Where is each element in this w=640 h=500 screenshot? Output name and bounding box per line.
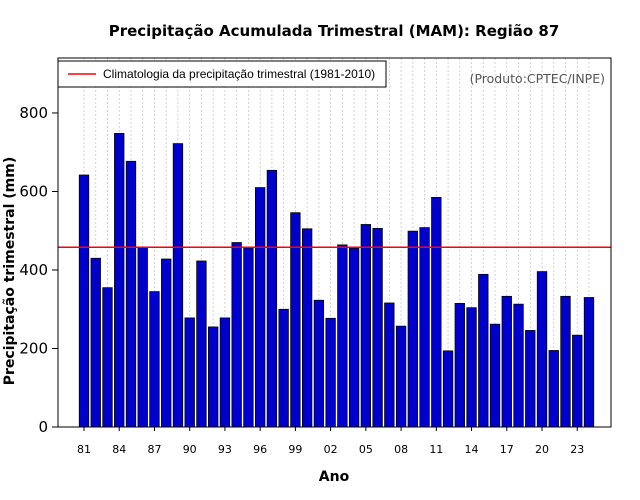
- y-tick-label: 600: [19, 182, 48, 200]
- bar-88: [161, 258, 172, 428]
- bar-96: [255, 187, 266, 428]
- x-tick-label: 96: [253, 443, 267, 456]
- y-tick-label: 400: [19, 261, 48, 279]
- bar-97: [266, 169, 278, 428]
- bar-23: [572, 334, 583, 428]
- bar-14: [466, 307, 477, 428]
- bar-17: [501, 295, 512, 428]
- x-tick-label: 87: [147, 443, 161, 456]
- legend: Climatologia da precipitação trimestral …: [57, 60, 387, 88]
- bar-22: [560, 295, 571, 428]
- x-tick-label: 08: [394, 443, 408, 456]
- x-tick-label: 99: [288, 443, 302, 456]
- y-tick-label: 800: [19, 104, 48, 122]
- plot-frame: [57, 57, 612, 428]
- y-tick-label: 200: [19, 339, 48, 357]
- x-tick-label: 84: [112, 443, 126, 456]
- bar-15: [478, 273, 489, 428]
- bar-90: [184, 317, 195, 428]
- x-tick-label: 17: [500, 443, 514, 456]
- bar-08: [395, 325, 407, 428]
- x-tick-label: 81: [77, 443, 91, 456]
- bar-11: [431, 197, 442, 428]
- bar-05: [360, 224, 372, 428]
- bar-13: [454, 303, 465, 428]
- x-tick-label: 23: [570, 443, 584, 456]
- bar-94: [231, 242, 242, 428]
- bar-07: [384, 302, 395, 428]
- bar-20: [536, 271, 548, 428]
- bar-10: [419, 227, 430, 428]
- bar-06: [372, 228, 383, 428]
- bar-98: [278, 308, 289, 428]
- x-axis-label: Ano: [319, 469, 350, 485]
- x-tick-label: 05: [359, 443, 373, 456]
- bar-85: [125, 160, 137, 428]
- bar-81: [78, 174, 90, 428]
- bar-00: [301, 228, 313, 428]
- x-axis: 81 84 87 90 93 96 99 02 05 08 11 14 17 20 23: [77, 427, 584, 456]
- grid-layer: [83, 58, 590, 427]
- bar-16: [489, 323, 501, 428]
- bar-93: [219, 317, 231, 428]
- x-tick-label: 14: [465, 443, 479, 456]
- bar-24: [583, 297, 595, 428]
- y-axis-label: Precipitação trimestral (mm): [2, 157, 18, 385]
- bar-18: [513, 303, 524, 428]
- bar-86: [137, 246, 148, 428]
- bar-92: [208, 326, 219, 428]
- x-tick-label: 20: [535, 443, 549, 456]
- bar-91: [196, 260, 207, 428]
- bar-87: [149, 291, 160, 428]
- chart-title: Precipitação Acumulada Trimestral (MAM):…: [109, 22, 560, 40]
- y-tick-label: 0: [38, 418, 48, 436]
- x-tick-label: 90: [183, 443, 197, 456]
- bar-19: [525, 330, 536, 428]
- bar-82: [90, 257, 101, 428]
- bar-02: [325, 317, 336, 428]
- y-axis: 0 200 400 600 800: [19, 104, 58, 436]
- x-tick-label: 02: [324, 443, 338, 456]
- bar-84: [114, 133, 125, 428]
- bar-95: [243, 247, 254, 428]
- legend-label: Climatologia da precipitação trimestral …: [103, 67, 375, 81]
- bar-21: [548, 350, 559, 428]
- bars-layer: [78, 133, 595, 428]
- bar-99: [290, 212, 301, 428]
- bar-89: [172, 143, 184, 428]
- credit-text: (Produto:CPTEC/INPE): [470, 71, 605, 86]
- bar-04: [348, 248, 360, 428]
- legend-box: [57, 60, 387, 88]
- bar-03: [337, 244, 348, 428]
- bar-12: [442, 350, 454, 428]
- bar-83: [102, 287, 113, 428]
- bar-01: [313, 299, 325, 428]
- bar-09: [407, 230, 418, 428]
- x-tick-label: 93: [218, 443, 232, 456]
- x-tick-label: 11: [429, 443, 443, 456]
